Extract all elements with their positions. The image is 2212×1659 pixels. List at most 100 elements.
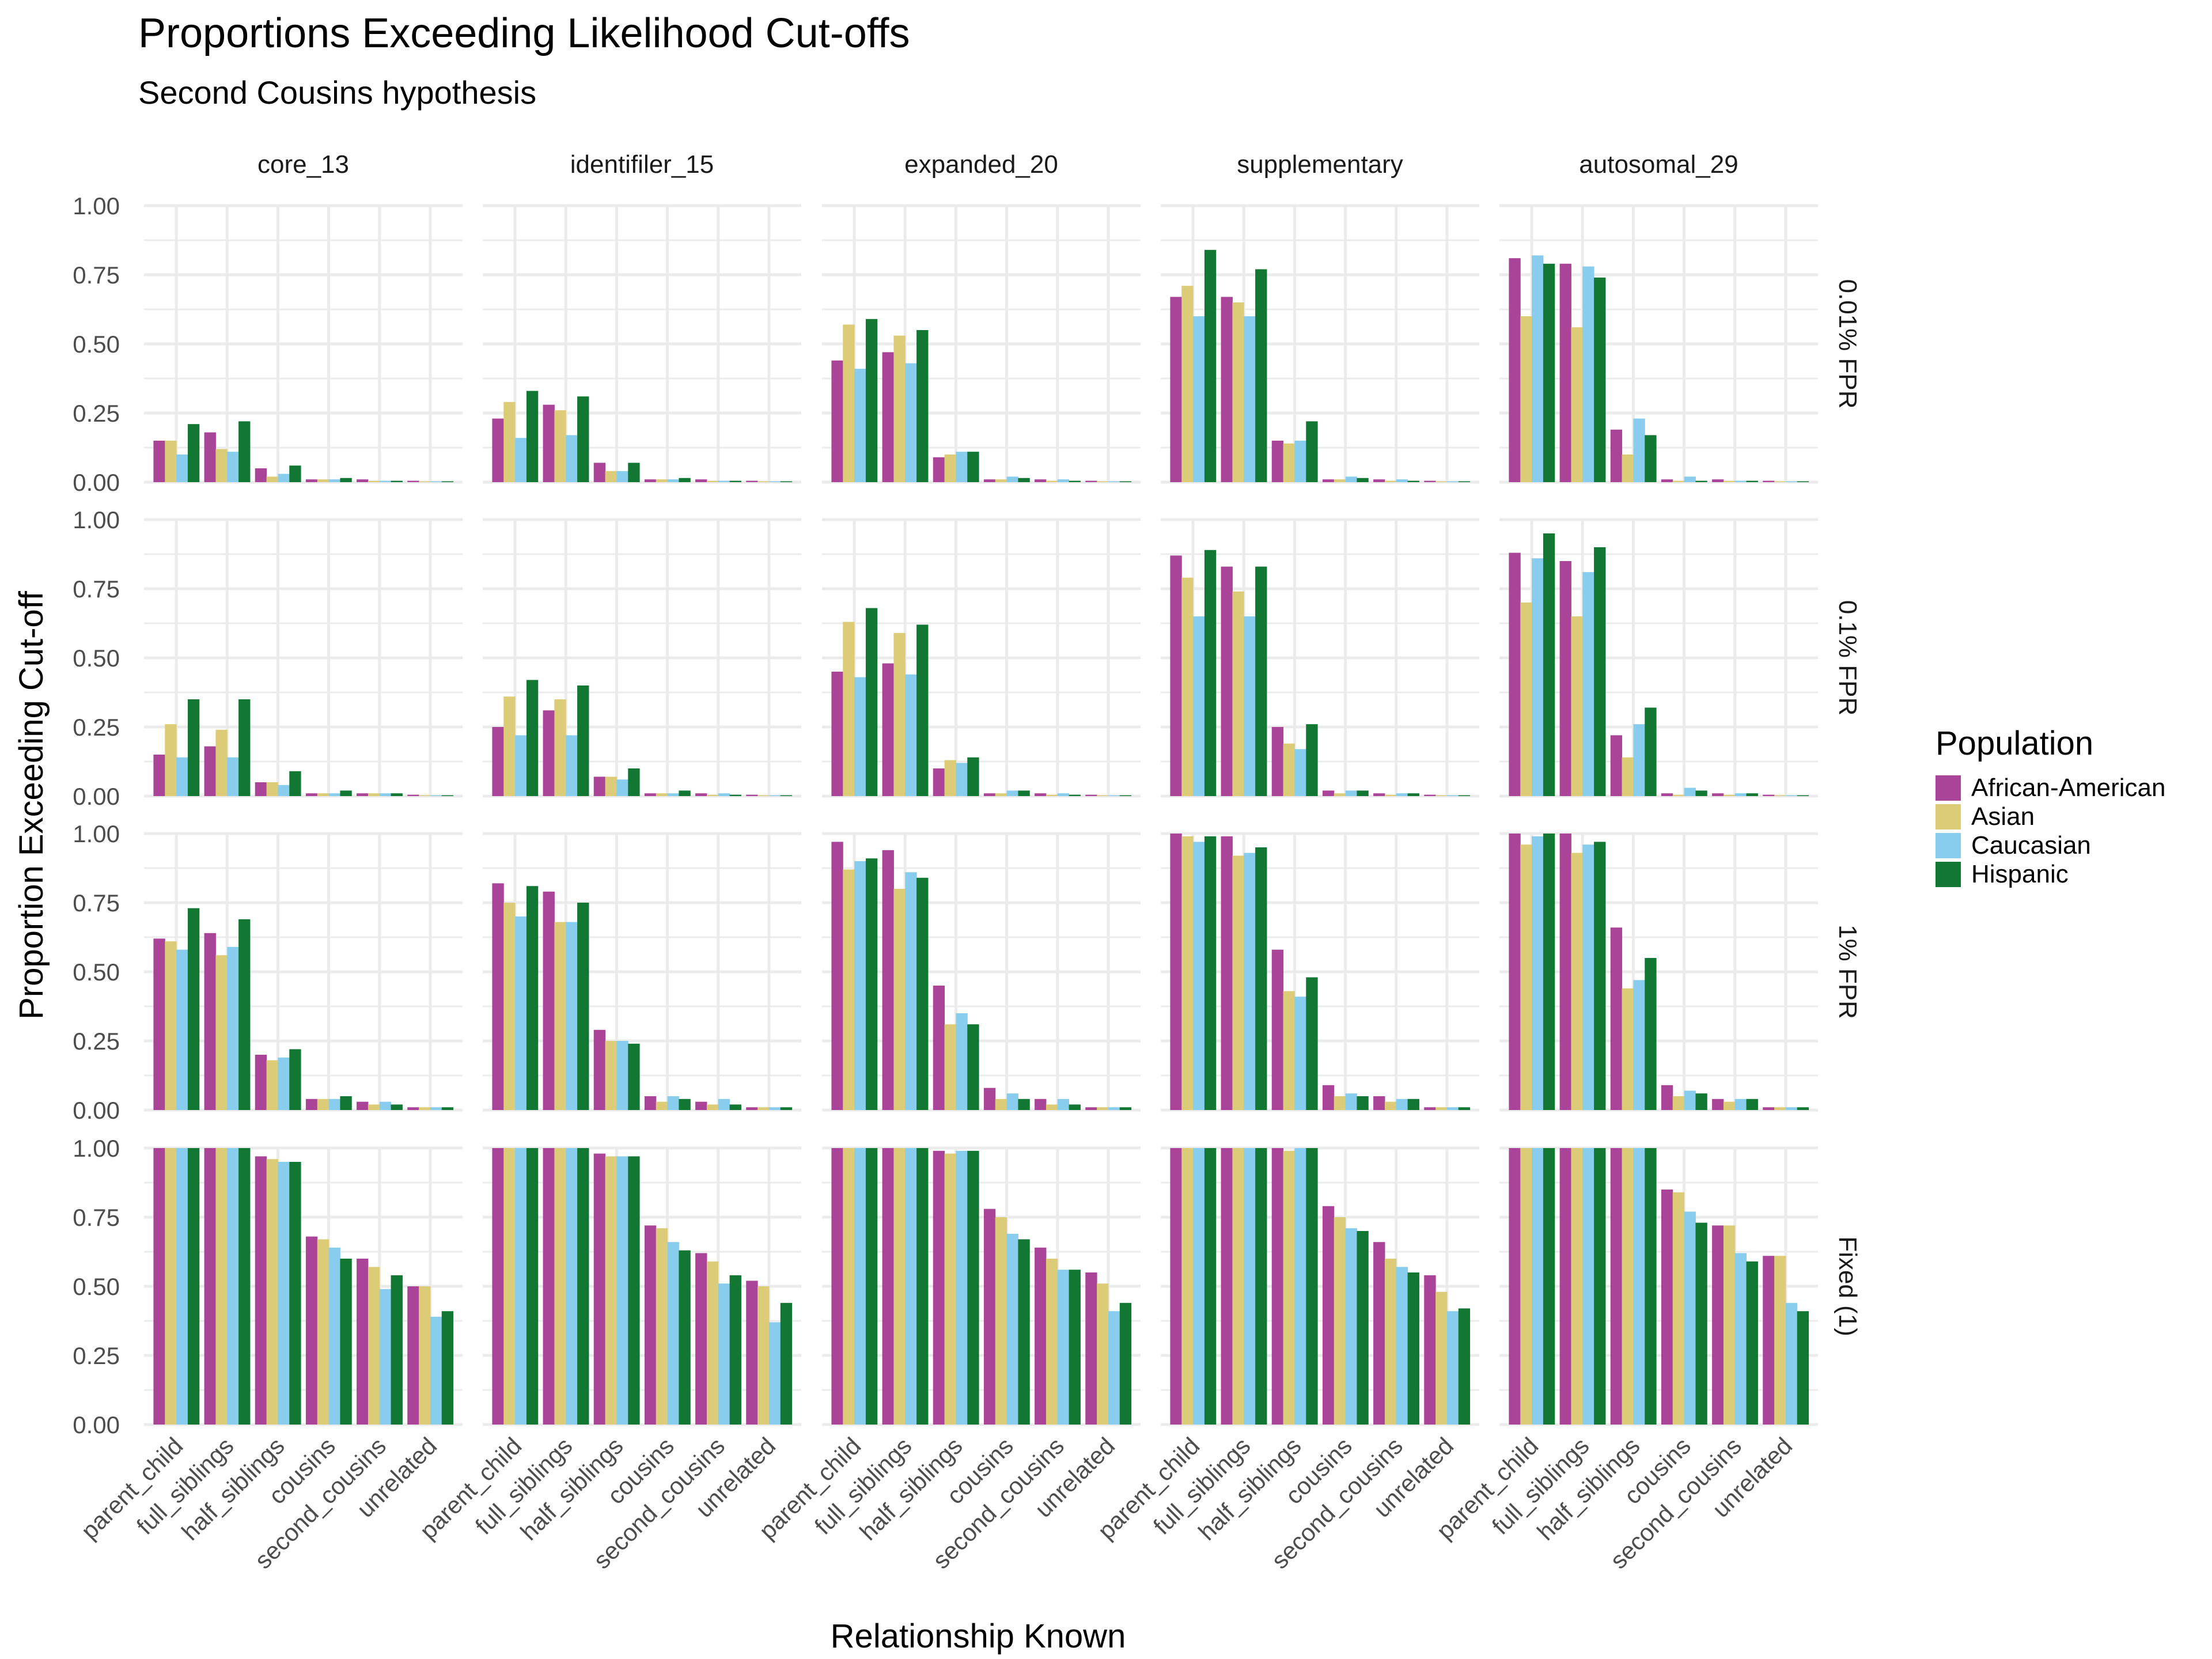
bar-parent_child-Hispanic bbox=[865, 608, 878, 796]
bar-cousins-Asian bbox=[1672, 1192, 1685, 1425]
bar-half_siblings-Asian bbox=[266, 476, 278, 482]
bar-full_siblings-Asian bbox=[893, 335, 906, 482]
bar-half_siblings-Caucasian bbox=[616, 779, 628, 796]
legend-key-Caucasian bbox=[1936, 833, 1961, 858]
bar-cousins-Asian bbox=[317, 1099, 329, 1110]
bar-cousins-Caucasian bbox=[1006, 1233, 1018, 1425]
bar-parent_child-Asian bbox=[165, 1148, 177, 1425]
bar-parent_child-African-American bbox=[1170, 555, 1182, 796]
bar-parent_child-Caucasian bbox=[176, 454, 188, 482]
legend-key-Asian bbox=[1936, 804, 1961, 830]
bar-parent_child-Hispanic bbox=[187, 699, 200, 796]
bar-unrelated-Caucasian bbox=[1446, 1107, 1459, 1110]
bar-half_siblings-Caucasian bbox=[278, 785, 290, 796]
bar-parent_child-Hispanic bbox=[1543, 834, 1555, 1110]
bar-full_siblings-African-American bbox=[204, 432, 216, 482]
bar-second_cousins-Asian bbox=[1723, 1225, 1736, 1425]
bar-unrelated-African-American bbox=[1763, 1107, 1775, 1110]
bar-half_siblings-Caucasian bbox=[616, 471, 628, 482]
bar-second_cousins-Asian bbox=[1384, 1101, 1397, 1110]
bar-second_cousins-Hispanic bbox=[1407, 480, 1419, 482]
bar-full_siblings-African-American bbox=[1559, 263, 1571, 482]
y-tick-label: 0.25 bbox=[73, 714, 120, 741]
bar-cousins-Caucasian bbox=[1345, 1228, 1357, 1425]
bar-unrelated-African-American bbox=[746, 480, 758, 482]
bar-full_siblings-African-American bbox=[204, 1148, 216, 1425]
chart-title: Proportions Exceeding Likelihood Cut-off… bbox=[138, 10, 910, 56]
y-tick-label: 0.00 bbox=[73, 1097, 120, 1124]
bar-second_cousins-African-American bbox=[1373, 793, 1385, 796]
bar-second_cousins-Hispanic bbox=[1746, 793, 1758, 796]
bar-full_siblings-Caucasian bbox=[905, 1148, 917, 1425]
bar-parent_child-Asian bbox=[1181, 836, 1194, 1110]
bar-parent_child-Caucasian bbox=[854, 677, 866, 796]
bar-full_siblings-Caucasian bbox=[905, 872, 917, 1110]
facet-col-label-expanded_20: expanded_20 bbox=[904, 150, 1058, 179]
bar-half_siblings-Hispanic bbox=[289, 1162, 301, 1425]
bar-second_cousins-Hispanic bbox=[1069, 1104, 1081, 1110]
bar-half_siblings-Caucasian bbox=[278, 1057, 290, 1110]
bar-parent_child-Asian bbox=[165, 441, 177, 482]
bar-second_cousins-African-American bbox=[357, 793, 369, 796]
y-tick-label: 0.50 bbox=[73, 959, 120, 986]
bar-half_siblings-Asian bbox=[1283, 991, 1295, 1110]
bar-full_siblings-Hispanic bbox=[577, 903, 589, 1110]
bar-cousins-Asian bbox=[1672, 794, 1685, 796]
bar-parent_child-African-American bbox=[153, 1148, 165, 1425]
bar-full_siblings-African-American bbox=[882, 850, 894, 1110]
bar-unrelated-African-American bbox=[1424, 794, 1436, 796]
bar-half_siblings-Asian bbox=[944, 760, 956, 796]
bar-full_siblings-Caucasian bbox=[1244, 616, 1256, 796]
facet-row-label-1% FPR: 1% FPR bbox=[1834, 925, 1862, 1019]
bar-full_siblings-Hispanic bbox=[916, 1148, 929, 1425]
bar-full_siblings-Hispanic bbox=[916, 624, 929, 796]
bar-second_cousins-African-American bbox=[1035, 793, 1047, 796]
bar-cousins-Caucasian bbox=[1684, 787, 1696, 796]
bar-full_siblings-Asian bbox=[215, 449, 228, 482]
bar-unrelated-Hispanic bbox=[441, 1311, 454, 1425]
bar-unrelated-African-American bbox=[407, 794, 419, 796]
bar-cousins-Asian bbox=[656, 479, 668, 482]
bar-half_siblings-African-American bbox=[255, 1055, 267, 1110]
bar-full_siblings-African-American bbox=[1221, 566, 1233, 796]
bar-parent_child-African-American bbox=[1170, 297, 1182, 482]
bar-cousins-African-American bbox=[983, 1209, 996, 1425]
bar-unrelated-African-American bbox=[746, 794, 758, 796]
bar-unrelated-African-American bbox=[1424, 1275, 1436, 1425]
bar-full_siblings-African-American bbox=[1221, 297, 1233, 482]
bar-parent_child-Asian bbox=[843, 1148, 855, 1425]
bar-parent_child-Asian bbox=[1181, 1148, 1194, 1425]
bar-half_siblings-Hispanic bbox=[628, 1043, 640, 1110]
bar-parent_child-Hispanic bbox=[187, 908, 200, 1110]
bar-parent_child-Hispanic bbox=[526, 391, 539, 482]
bar-cousins-African-American bbox=[305, 1099, 318, 1110]
bar-parent_child-Caucasian bbox=[176, 757, 188, 796]
bar-unrelated-Asian bbox=[1435, 1291, 1448, 1425]
bar-unrelated-African-American bbox=[746, 1107, 758, 1110]
bar-cousins-Asian bbox=[656, 1228, 668, 1425]
bar-full_siblings-Caucasian bbox=[566, 435, 578, 482]
y-tick-label: 1.00 bbox=[73, 506, 120, 533]
bar-second_cousins-Caucasian bbox=[1396, 479, 1408, 482]
y-tick-label: 0.50 bbox=[73, 1273, 120, 1300]
bar-second_cousins-Hispanic bbox=[1069, 794, 1081, 796]
bar-full_siblings-African-American bbox=[1559, 834, 1571, 1110]
bar-unrelated-Caucasian bbox=[1108, 1311, 1120, 1425]
bar-half_siblings-Hispanic bbox=[1306, 977, 1318, 1110]
bar-parent_child-Caucasian bbox=[1193, 842, 1205, 1110]
bar-parent_child-Hispanic bbox=[1543, 263, 1555, 482]
bar-cousins-Hispanic bbox=[1357, 478, 1369, 482]
legend-key-Hispanic bbox=[1936, 862, 1961, 887]
bar-half_siblings-African-American bbox=[255, 468, 267, 482]
bar-second_cousins-Caucasian bbox=[1734, 480, 1747, 482]
bar-unrelated-Asian bbox=[1097, 1107, 1109, 1110]
bar-parent_child-Asian bbox=[1181, 577, 1194, 796]
bar-full_siblings-Hispanic bbox=[577, 685, 589, 796]
bar-full_siblings-Asian bbox=[1232, 302, 1244, 482]
bar-full_siblings-Hispanic bbox=[1255, 1148, 1267, 1425]
bar-full_siblings-African-American bbox=[543, 1148, 555, 1425]
bar-cousins-Asian bbox=[656, 1101, 668, 1110]
bar-unrelated-African-American bbox=[407, 1107, 419, 1110]
bar-second_cousins-African-American bbox=[357, 1101, 369, 1110]
bar-parent_child-African-American bbox=[831, 1148, 843, 1425]
